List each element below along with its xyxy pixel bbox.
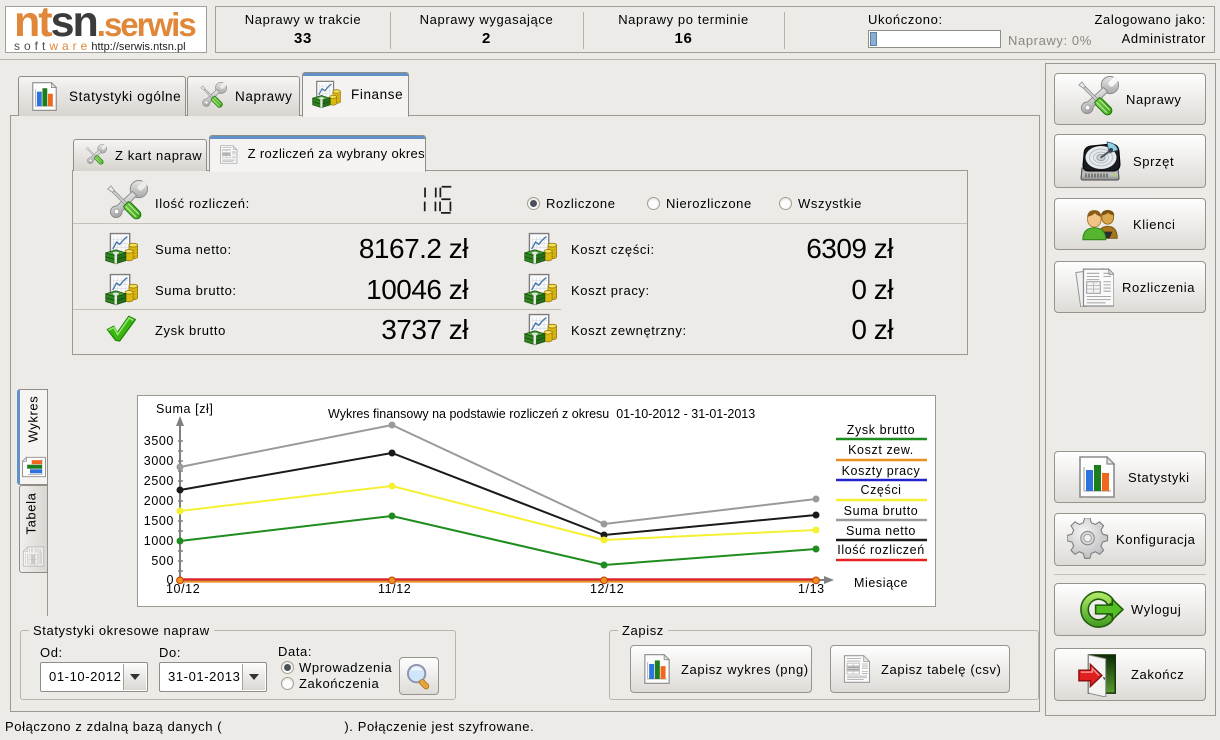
- svg-text:Koszty pracy: Koszty pracy: [842, 464, 921, 478]
- svg-text:1/13: 1/13: [798, 582, 825, 596]
- svg-text:Wykres finansowy na podstawie: Wykres finansowy na podstawie rozliczeń …: [328, 407, 755, 421]
- svg-text:Miesiące: Miesiące: [854, 576, 908, 590]
- svg-text:11/12: 11/12: [378, 582, 411, 596]
- svg-text:3000: 3000: [144, 454, 174, 468]
- svg-text:500: 500: [151, 554, 174, 568]
- svg-text:Ilość rozliczeń: Ilość rozliczeń: [837, 543, 925, 557]
- svg-text:2000: 2000: [144, 494, 174, 508]
- svg-text:12/12: 12/12: [590, 582, 624, 596]
- svg-text:Koszt zew.: Koszt zew.: [848, 443, 914, 457]
- svg-text:0: 0: [166, 573, 174, 587]
- svg-text:Części: Części: [860, 483, 901, 497]
- svg-text:1000: 1000: [144, 534, 174, 548]
- svg-text:3500: 3500: [144, 434, 174, 448]
- svg-text:10/12: 10/12: [166, 582, 200, 596]
- svg-text:Suma brutto: Suma brutto: [844, 504, 919, 518]
- svg-text:1500: 1500: [144, 514, 174, 528]
- svg-text:Suma [zł]: Suma [zł]: [156, 402, 214, 416]
- svg-text:Suma netto: Suma netto: [846, 524, 916, 538]
- svg-text:2500: 2500: [144, 474, 174, 488]
- svg-text:Zysk brutto: Zysk brutto: [847, 423, 915, 437]
